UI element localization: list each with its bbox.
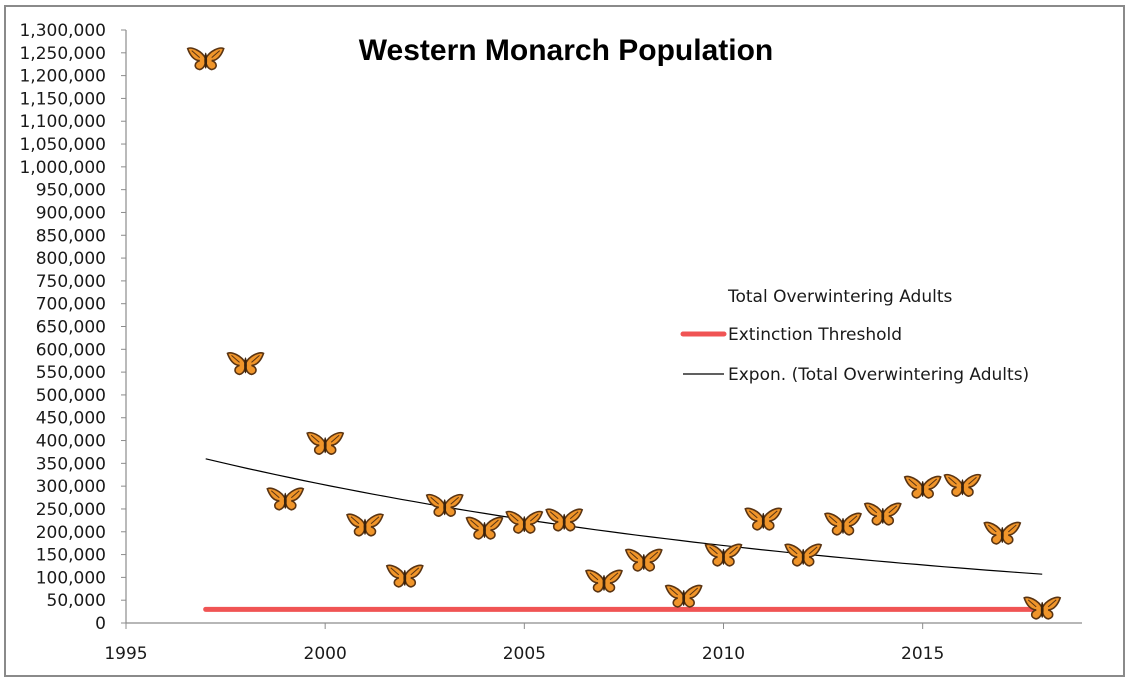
legend-label-total-overwintering-adults: Total Overwintering Adults bbox=[727, 287, 952, 307]
butterfly-data-point bbox=[624, 548, 663, 572]
x-tick-label: 1995 bbox=[104, 644, 147, 664]
y-tick-label: 400,000 bbox=[36, 432, 106, 452]
butterfly-data-point bbox=[1023, 596, 1061, 620]
y-tick-label: 950,000 bbox=[36, 181, 106, 201]
y-tick-label: 1,000,000 bbox=[19, 158, 106, 178]
butterfly-data-point bbox=[943, 473, 982, 498]
y-tick-label: 700,000 bbox=[36, 295, 106, 315]
y-tick-label: 1,050,000 bbox=[19, 135, 106, 155]
y-tick-label: 0 bbox=[95, 614, 106, 634]
butterfly-data-point bbox=[704, 543, 743, 567]
x-tick-label: 2015 bbox=[901, 644, 944, 664]
y-tick-label: 650,000 bbox=[36, 318, 106, 338]
y-tick-label: 150,000 bbox=[36, 546, 106, 566]
y-tick-label: 50,000 bbox=[47, 591, 106, 611]
y-tick-label: 850,000 bbox=[36, 226, 106, 246]
y-tick-label: 600,000 bbox=[36, 340, 106, 360]
butterfly-data-point bbox=[585, 569, 623, 593]
y-tick-label: 1,150,000 bbox=[19, 89, 106, 109]
butterfly-data-point bbox=[863, 502, 902, 526]
butterfly-data-point bbox=[346, 513, 384, 537]
y-tick-label: 250,000 bbox=[36, 500, 106, 520]
butterfly-data-point bbox=[186, 47, 225, 71]
y-tick-label: 300,000 bbox=[36, 477, 106, 497]
y-tick-label: 350,000 bbox=[36, 454, 106, 474]
chart-title: Western Monarch Population bbox=[359, 34, 773, 67]
butterfly-data-point bbox=[824, 512, 862, 536]
butterfly-data-point bbox=[983, 521, 1022, 545]
y-tick-label: 100,000 bbox=[36, 568, 106, 588]
butterfly-data-point bbox=[425, 493, 464, 518]
butterfly-data-point bbox=[306, 431, 345, 456]
y-tick-label: 200,000 bbox=[36, 523, 106, 543]
butterfly-data-point bbox=[505, 510, 544, 534]
y-tick-label: 800,000 bbox=[36, 249, 106, 269]
butterfly-data-point bbox=[266, 487, 305, 511]
butterfly-data-point bbox=[903, 475, 942, 499]
x-tick-label: 2010 bbox=[702, 644, 745, 664]
y-tick-label: 1,250,000 bbox=[19, 44, 106, 64]
y-tick-label: 500,000 bbox=[36, 386, 106, 406]
butterfly-data-point bbox=[385, 564, 424, 588]
x-tick-label: 2005 bbox=[503, 644, 546, 664]
legend-label-expon-trendline: Expon. (Total Overwintering Adults) bbox=[728, 365, 1029, 385]
x-tick-label: 2000 bbox=[304, 644, 347, 664]
butterfly-data-point bbox=[226, 352, 265, 376]
chart-frame bbox=[4, 5, 1125, 677]
y-tick-label: 1,300,000 bbox=[19, 21, 106, 41]
y-tick-label: 750,000 bbox=[36, 272, 106, 292]
legend-label-extinction-threshold: Extinction Threshold bbox=[728, 325, 902, 345]
y-tick-label: 1,100,000 bbox=[19, 112, 106, 132]
butterfly-data-point bbox=[664, 584, 703, 608]
y-tick-label: 450,000 bbox=[36, 409, 106, 429]
butterfly-data-point bbox=[744, 507, 783, 531]
butterfly-data-point bbox=[465, 516, 504, 540]
y-tick-label: 1,200,000 bbox=[19, 67, 106, 87]
y-tick-label: 900,000 bbox=[36, 203, 106, 223]
y-tick-label: 550,000 bbox=[36, 363, 106, 383]
exponential-trendline bbox=[205, 458, 1043, 575]
butterfly-data-point bbox=[784, 543, 823, 567]
